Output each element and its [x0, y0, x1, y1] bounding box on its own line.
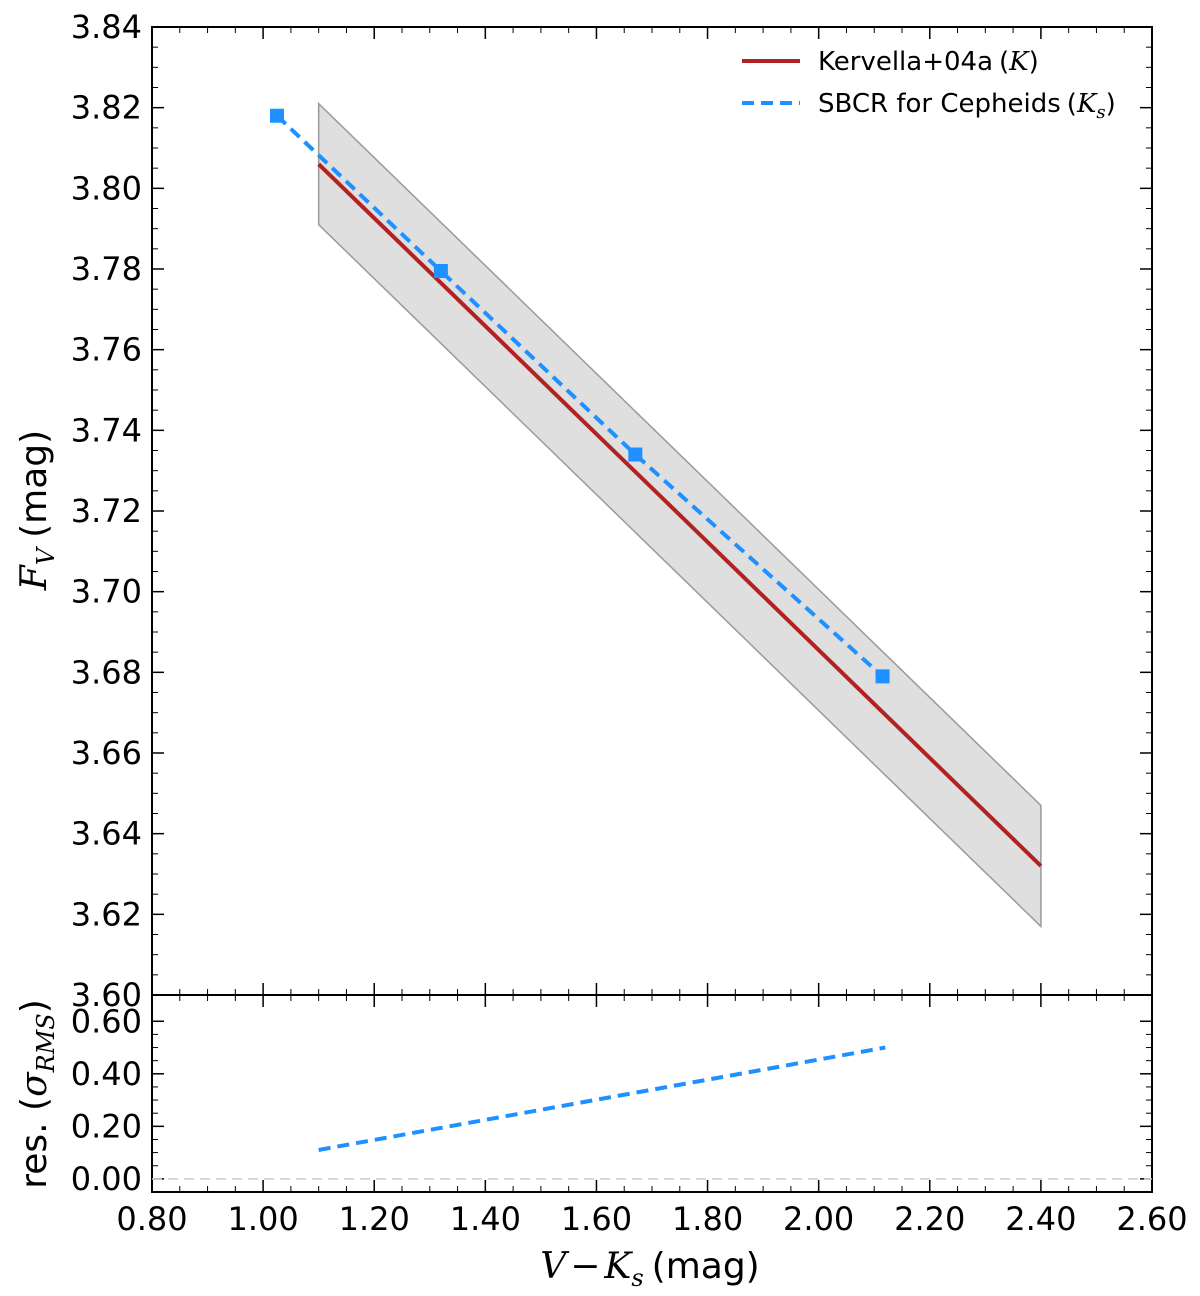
- legend: Kervella+04a (K) SBCR for Cepheids (Ks): [742, 47, 1116, 123]
- residual-y-tick-label: 0.00: [71, 1160, 142, 1198]
- residual-y-axis-label: res. (σRMS): [14, 999, 60, 1189]
- x-tick-label: 2.20: [894, 1200, 965, 1238]
- sbcr-data-point: [628, 447, 643, 462]
- main-y-tick-label: 3.84: [71, 8, 142, 46]
- residual-y-label-sub: RMS: [32, 1013, 60, 1073]
- residual-series-line: [318, 1045, 886, 1152]
- sbcr-data-point: [875, 669, 890, 684]
- x-tick-label: 1.60: [561, 1200, 632, 1238]
- legend-sbcr-math-sub: s: [1096, 102, 1105, 123]
- residual-y-tick-label: 0.40: [71, 1055, 142, 1093]
- legend-label-kervella: Kervella+04a (K): [818, 47, 1039, 77]
- main-markers: [270, 108, 890, 684]
- sbcr-data-point: [433, 264, 448, 279]
- main-ticks: 3.60 3.62 3.64 3.66 3.68 3.70 3.72 3.74 3.76 3.78…: [71, 8, 1153, 1014]
- residual-ticks: 0.00 0.20 0.40 0.60 0.80 1.00 1.20 1.40 1.60 1.80…: [71, 995, 1188, 1238]
- main-y-tick-label: 3.60: [71, 976, 142, 1014]
- main-y-tick-label: 3.80: [71, 169, 142, 207]
- main-y-tick-label: 3.72: [71, 492, 142, 530]
- x-axis-label: V − Ks (mag): [540, 1246, 759, 1292]
- residual-panel: 0.00 0.20 0.40 0.60 0.80 1.00 1.20 1.40 1.60 1.80…: [71, 994, 1188, 1238]
- residual-y-tick-label: 0.60: [71, 1002, 142, 1040]
- x-tick-label: 2.00: [783, 1200, 854, 1238]
- main-panel: 3.60 3.62 3.64 3.66 3.68 3.70 3.72 3.74 3.76 3.78…: [71, 8, 1153, 1014]
- main-y-axis-label: FV (mag): [14, 430, 60, 591]
- main-y-tick-label: 3.82: [71, 89, 142, 127]
- legend-kervella-math: K: [1008, 47, 1030, 77]
- x-label-unit: (mag): [652, 1246, 760, 1287]
- legend-sbcr-text: SBCR for Cepheids: [818, 89, 1061, 119]
- x-label-k: K: [603, 1246, 633, 1287]
- x-label-sub: s: [631, 1264, 643, 1292]
- main-y-tick-label: 3.78: [71, 250, 142, 288]
- main-y-tick-label: 3.68: [71, 653, 142, 691]
- x-tick-label: 2.60: [1116, 1200, 1187, 1238]
- main-y-tick-label: 3.62: [71, 895, 142, 933]
- main-y-label-sub: V: [32, 545, 60, 565]
- residual-y-label-prefix: res. (: [14, 1097, 55, 1189]
- x-tick-label: 1.80: [672, 1200, 743, 1238]
- x-label-v: V: [540, 1246, 570, 1287]
- main-y-tick-label: 3.76: [71, 331, 142, 369]
- residual-y-label-suffix: ): [14, 999, 55, 1013]
- legend-kervella-text: Kervella+04a: [818, 47, 993, 77]
- legend-kervella-open: (: [999, 47, 1009, 77]
- x-tick-label: 0.80: [116, 1200, 187, 1238]
- main-lines: [275, 114, 1043, 868]
- x-tick-label: 1.40: [450, 1200, 521, 1238]
- x-label-minus: −: [570, 1246, 600, 1287]
- legend-sbcr-math: K: [1076, 89, 1098, 119]
- legend-kervella-close: ): [1029, 47, 1039, 77]
- legend-sbcr-close: ): [1106, 89, 1116, 119]
- x-tick-label: 1.20: [339, 1200, 410, 1238]
- residual-lines: [152, 1045, 1152, 1180]
- residual-y-tick-label: 0.20: [71, 1107, 142, 1145]
- sbcr-data-point: [270, 108, 284, 123]
- x-tick-label: 1.00: [227, 1200, 298, 1238]
- main-y-tick-label: 3.74: [71, 411, 142, 449]
- main-y-tick-label: 3.70: [71, 573, 142, 611]
- main-y-tick-label: 3.66: [71, 734, 142, 772]
- legend-sbcr-open: (: [1067, 89, 1077, 119]
- series-line-kervella: [317, 162, 1043, 868]
- main-y-label-unit: (mag): [14, 430, 55, 538]
- x-tick-label: 2.40: [1005, 1200, 1076, 1238]
- legend-label-sbcr: SBCR for Cepheids (Ks): [818, 89, 1116, 123]
- residual-y-label-symbol: σ: [14, 1071, 55, 1097]
- main-y-tick-label: 3.64: [71, 815, 142, 853]
- residual-plot-frame: [151, 994, 1153, 1193]
- main-y-label-symbol: F: [14, 563, 55, 591]
